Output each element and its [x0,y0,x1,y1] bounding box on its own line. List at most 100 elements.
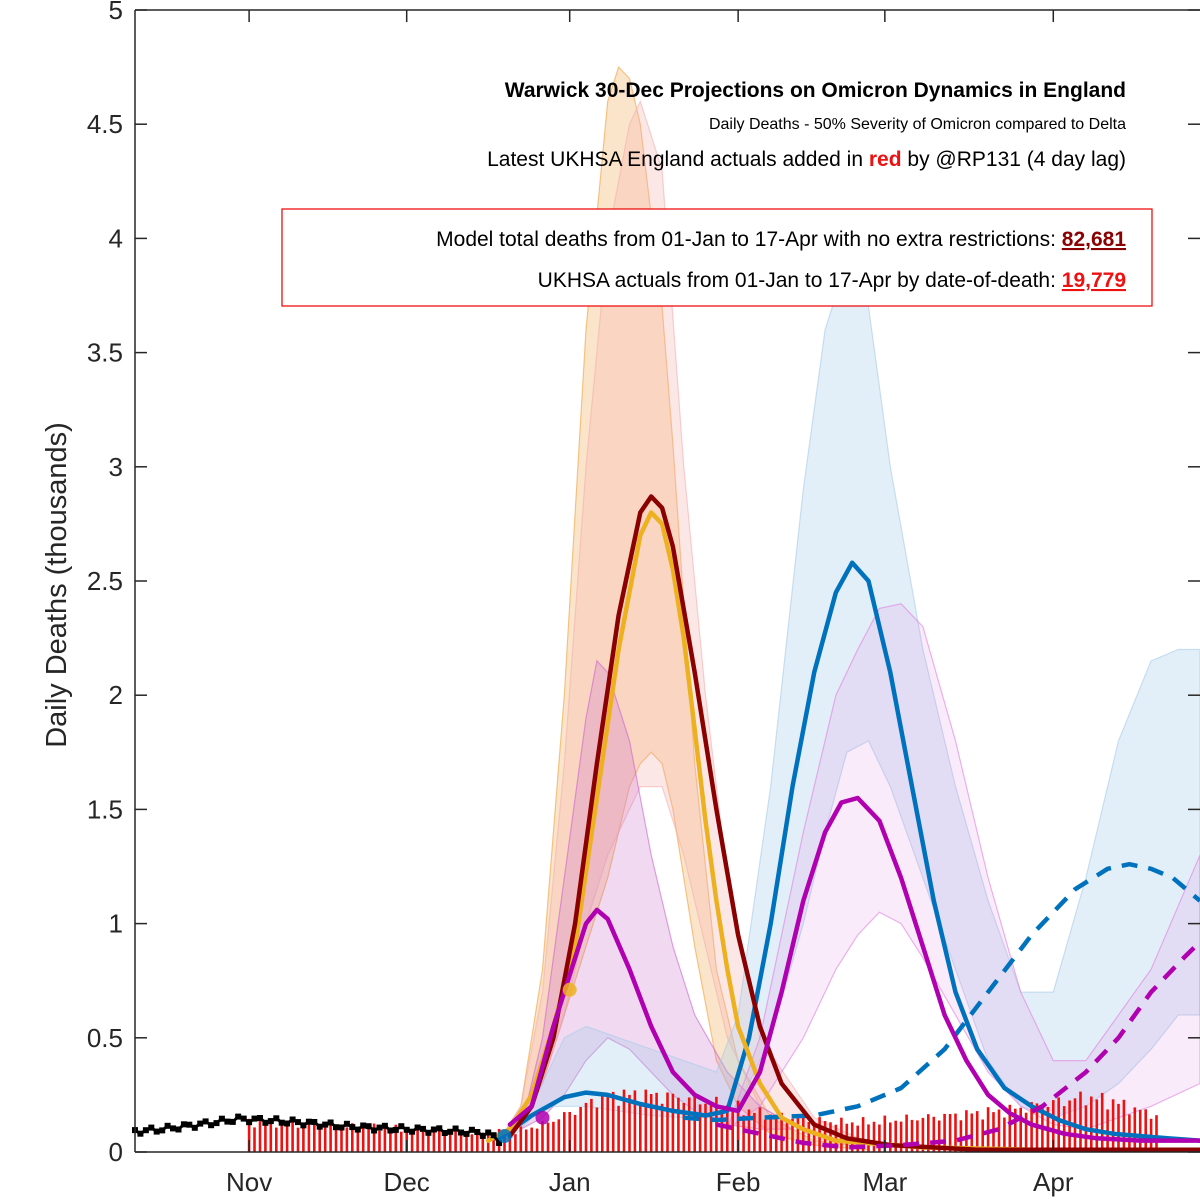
y-tick-label: 2.5 [87,566,123,596]
history-point [180,1121,187,1128]
history-point [354,1126,361,1133]
history-point [349,1124,356,1131]
actuals-total-value: 19,779 [1062,269,1126,292]
history-point [333,1124,339,1131]
history-point [300,1122,307,1129]
history-point [316,1123,323,1130]
y-tick-label: 1.5 [87,794,123,824]
info-line-actuals: UKHSA actuals from 01-Jan to 17-Apr by d… [538,269,1126,292]
markers [497,982,577,1143]
chart-title: Warwick 30-Dec Projections on Omicron Dy… [505,79,1126,102]
history-point [490,1132,497,1139]
ticks: 0 0.5 1 1.5 2 2.5 3 3.5 4 4.5 5 Nov Dec Jan Feb Mar Apr [87,0,1200,1197]
x-tick-label: Jan [549,1167,591,1197]
history-point [289,1116,296,1123]
history-point [376,1124,383,1131]
history-point [197,1120,204,1127]
chart-subtitle: Daily Deaths - 50% Severity of Omicron c… [709,116,1126,133]
info-box: Model total deaths from 01-Jan to 17-Apr… [281,208,1153,307]
history-point [322,1121,329,1128]
history-point [305,1118,312,1125]
note-highlight: red [869,148,902,171]
history-point [224,1118,231,1125]
chart-note: Latest UKHSA England actuals added in re… [487,148,1126,171]
history-point [186,1121,193,1128]
history-point [208,1122,215,1129]
history-point [164,1122,171,1129]
history-point [441,1130,448,1136]
x-tick-label: Mar [862,1167,907,1197]
confidence-band-4 [726,603,1200,1131]
history-point [392,1126,399,1133]
y-tick-label: 4 [109,223,123,253]
history-point [284,1120,291,1127]
x-tick-label: Apr [1033,1167,1074,1197]
info-line-actuals-text: UKHSA actuals from 01-Jan to 17-Apr by d… [538,269,1062,292]
history-point [295,1119,301,1126]
marker-0 [497,1129,512,1143]
projection-line-0 [496,560,1200,1143]
history-point [327,1119,334,1126]
projection-lines [485,494,1200,1152]
history-point [463,1130,470,1137]
y-tick-label: 5 [109,0,123,25]
model-total-value: 82,681 [1062,228,1127,251]
history-point [153,1128,160,1135]
history-point [425,1129,432,1136]
history-point [496,1140,503,1146]
y-tick-label: 3 [109,452,123,482]
history-point [218,1115,225,1122]
historical-deaths [132,1113,503,1146]
history-point [387,1127,394,1134]
note-after: by @RP131 (4 day lag) [902,148,1126,171]
history-point [343,1120,350,1127]
marker-1 [535,1110,550,1125]
confidence-band-3 [509,259,1200,1142]
history-point [452,1125,459,1132]
y-tick-label: 0.5 [87,1023,123,1053]
history-point [479,1132,486,1139]
history-point [485,1129,492,1136]
history-point [414,1124,421,1131]
history-point [468,1126,475,1133]
history-point [142,1127,149,1134]
history-point [409,1128,416,1135]
projection-line-3 [507,494,1200,1152]
projection-line-2 [485,510,1200,1152]
history-point [246,1119,253,1126]
history-point [381,1122,388,1129]
history-point [371,1127,378,1134]
y-axis-title: Daily Deaths (thousands) [41,422,73,748]
y-tick-label: 2 [109,680,123,710]
history-point [251,1115,258,1122]
history-point [240,1115,247,1122]
history-point [360,1122,367,1129]
history-point [436,1125,443,1132]
history-point [229,1118,236,1125]
marker-2 [562,982,577,997]
history-point [175,1126,182,1133]
history-point [398,1123,405,1130]
history-point [148,1124,155,1131]
history-point [159,1127,166,1134]
history-point [278,1119,285,1126]
history-point [235,1113,242,1120]
projection-line-1 [683,861,1200,1123]
history-point [170,1125,176,1132]
history-point [273,1115,280,1122]
history-point [458,1129,464,1136]
history-point [267,1118,274,1125]
history-point [430,1126,437,1133]
info-box-border [281,208,1153,307]
info-line-model-text: Model total deaths from 01-Jan to 17-Apr… [436,228,1062,251]
x-tick-label: Nov [226,1167,272,1197]
y-tick-label: 1 [109,909,123,939]
history-point [137,1130,144,1137]
y-tick-label: 3.5 [87,338,123,368]
history-point [213,1120,220,1127]
history-point [365,1123,372,1130]
y-tick-label: 0 [109,1137,123,1167]
x-tick-label: Feb [716,1167,761,1197]
history-point [474,1129,481,1135]
